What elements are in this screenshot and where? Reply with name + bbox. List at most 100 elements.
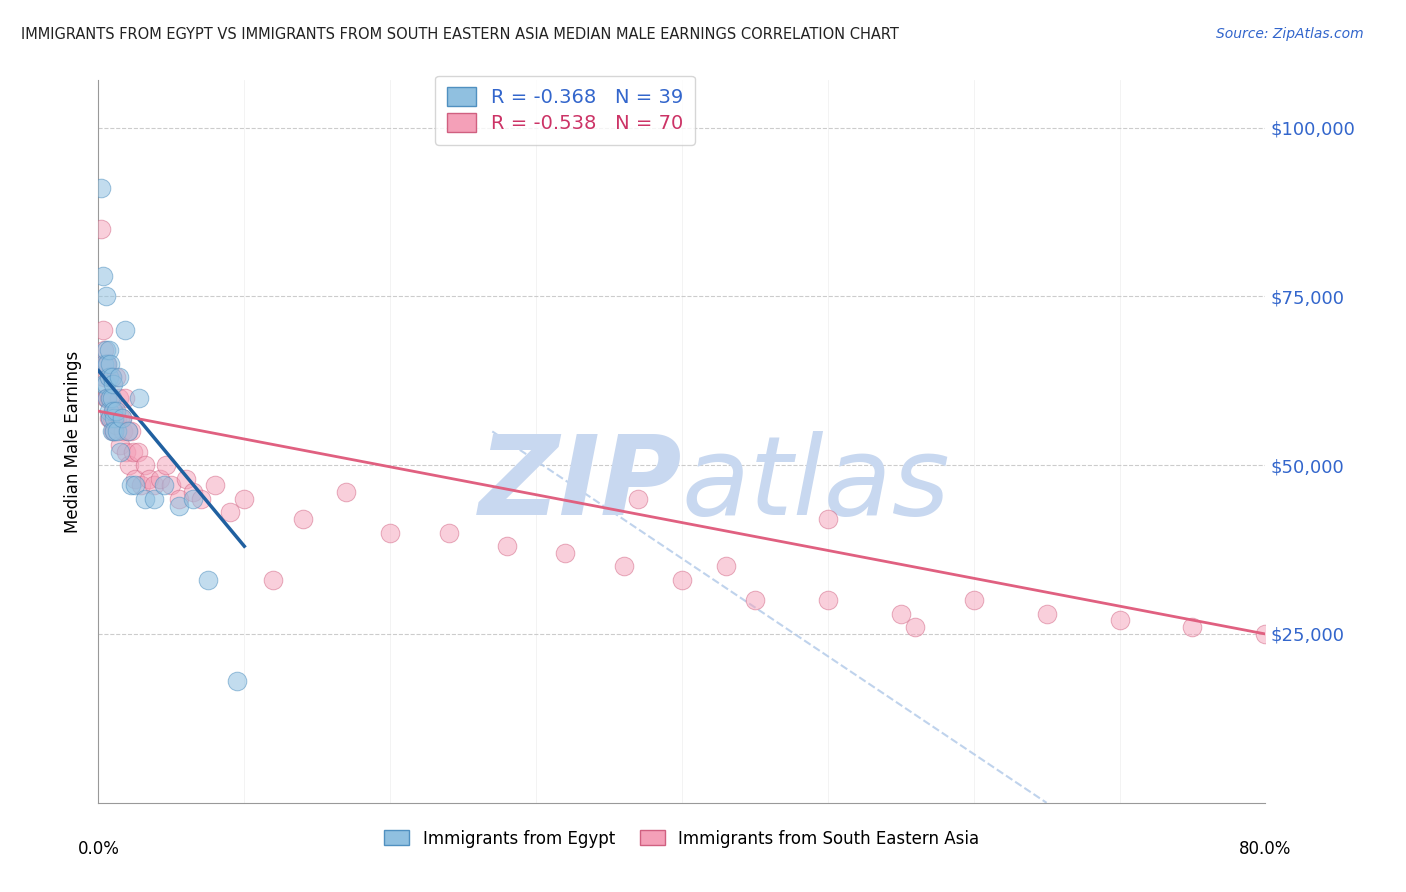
Point	[100, 370, 122, 384]
Point	[96, 391, 118, 405]
Text: IMMIGRANTS FROM EGYPT VS IMMIGRANTS FROM SOUTH EASTERN ASIA MEDIAN MALE EARNINGS: IMMIGRANTS FROM EGYPT VS IMMIGRANTS FROM…	[21, 27, 898, 42]
Point	[120, 478, 142, 492]
Point	[496, 539, 519, 553]
Point	[744, 593, 766, 607]
Point	[142, 478, 165, 492]
Point	[335, 485, 357, 500]
Point	[134, 458, 156, 472]
Point	[91, 269, 114, 284]
Point	[94, 357, 117, 371]
Point	[104, 370, 127, 384]
Point	[94, 343, 117, 358]
Point	[108, 370, 131, 384]
Point	[100, 391, 122, 405]
Point	[98, 391, 121, 405]
Point	[93, 377, 115, 392]
Point	[962, 593, 984, 607]
Point	[111, 411, 134, 425]
Point	[110, 411, 132, 425]
Point	[100, 370, 122, 384]
Point	[111, 411, 134, 425]
Point	[714, 559, 737, 574]
Point	[101, 425, 124, 439]
Point	[118, 458, 141, 472]
Point	[197, 573, 219, 587]
Point	[155, 458, 177, 472]
Point	[1181, 620, 1204, 634]
Point	[167, 491, 190, 506]
Point	[612, 559, 634, 574]
Point	[262, 573, 284, 587]
Point	[97, 411, 120, 425]
Point	[120, 425, 142, 439]
Point	[1108, 614, 1130, 628]
Point	[174, 472, 197, 486]
Point	[93, 343, 115, 358]
Point	[91, 323, 114, 337]
Text: atlas: atlas	[682, 432, 950, 539]
Point	[112, 425, 135, 439]
Point	[160, 478, 183, 492]
Point	[291, 512, 314, 526]
Point	[94, 289, 117, 303]
Point	[98, 411, 121, 425]
Point	[101, 377, 124, 392]
Point	[134, 491, 156, 506]
Point	[115, 444, 138, 458]
Point	[104, 404, 127, 418]
Point	[97, 343, 120, 358]
Point	[101, 404, 124, 418]
Point	[1254, 627, 1277, 641]
Point	[817, 512, 839, 526]
Point	[204, 478, 226, 492]
Point	[890, 607, 912, 621]
Point	[90, 181, 112, 195]
Point	[97, 391, 120, 405]
Point	[127, 444, 149, 458]
Point	[138, 472, 160, 486]
Point	[98, 357, 121, 371]
Point	[153, 478, 176, 492]
Point	[96, 391, 118, 405]
Point	[93, 370, 115, 384]
Point	[101, 404, 124, 418]
Point	[554, 546, 576, 560]
Point	[142, 491, 165, 506]
Point	[93, 357, 115, 371]
Point	[97, 370, 120, 384]
Point	[190, 491, 212, 506]
Point	[128, 391, 150, 405]
Point	[129, 478, 152, 492]
Text: Source: ZipAtlas.com: Source: ZipAtlas.com	[1216, 27, 1364, 41]
Point	[110, 438, 132, 452]
Point	[124, 478, 146, 492]
Point	[90, 222, 112, 236]
Point	[437, 525, 460, 540]
Point	[94, 377, 117, 392]
Point	[105, 425, 128, 439]
Text: 80.0%: 80.0%	[1239, 840, 1292, 858]
Point	[104, 417, 127, 432]
Point	[98, 391, 121, 405]
Point	[98, 411, 121, 425]
Point	[100, 425, 122, 439]
Point	[1035, 607, 1057, 621]
Point	[167, 499, 190, 513]
Point	[149, 472, 172, 486]
Point	[380, 525, 402, 540]
Point	[671, 573, 693, 587]
Point	[124, 472, 146, 486]
Point	[103, 425, 125, 439]
Point	[233, 491, 256, 506]
Point	[103, 411, 125, 425]
Text: ZIP: ZIP	[478, 432, 682, 539]
Point	[218, 505, 240, 519]
Point	[181, 485, 204, 500]
Point	[103, 425, 125, 439]
Point	[97, 404, 120, 418]
Y-axis label: Median Male Earnings: Median Male Earnings	[65, 351, 83, 533]
Point	[117, 425, 139, 439]
Point	[96, 357, 118, 371]
Point	[103, 404, 125, 418]
Point	[114, 391, 136, 405]
